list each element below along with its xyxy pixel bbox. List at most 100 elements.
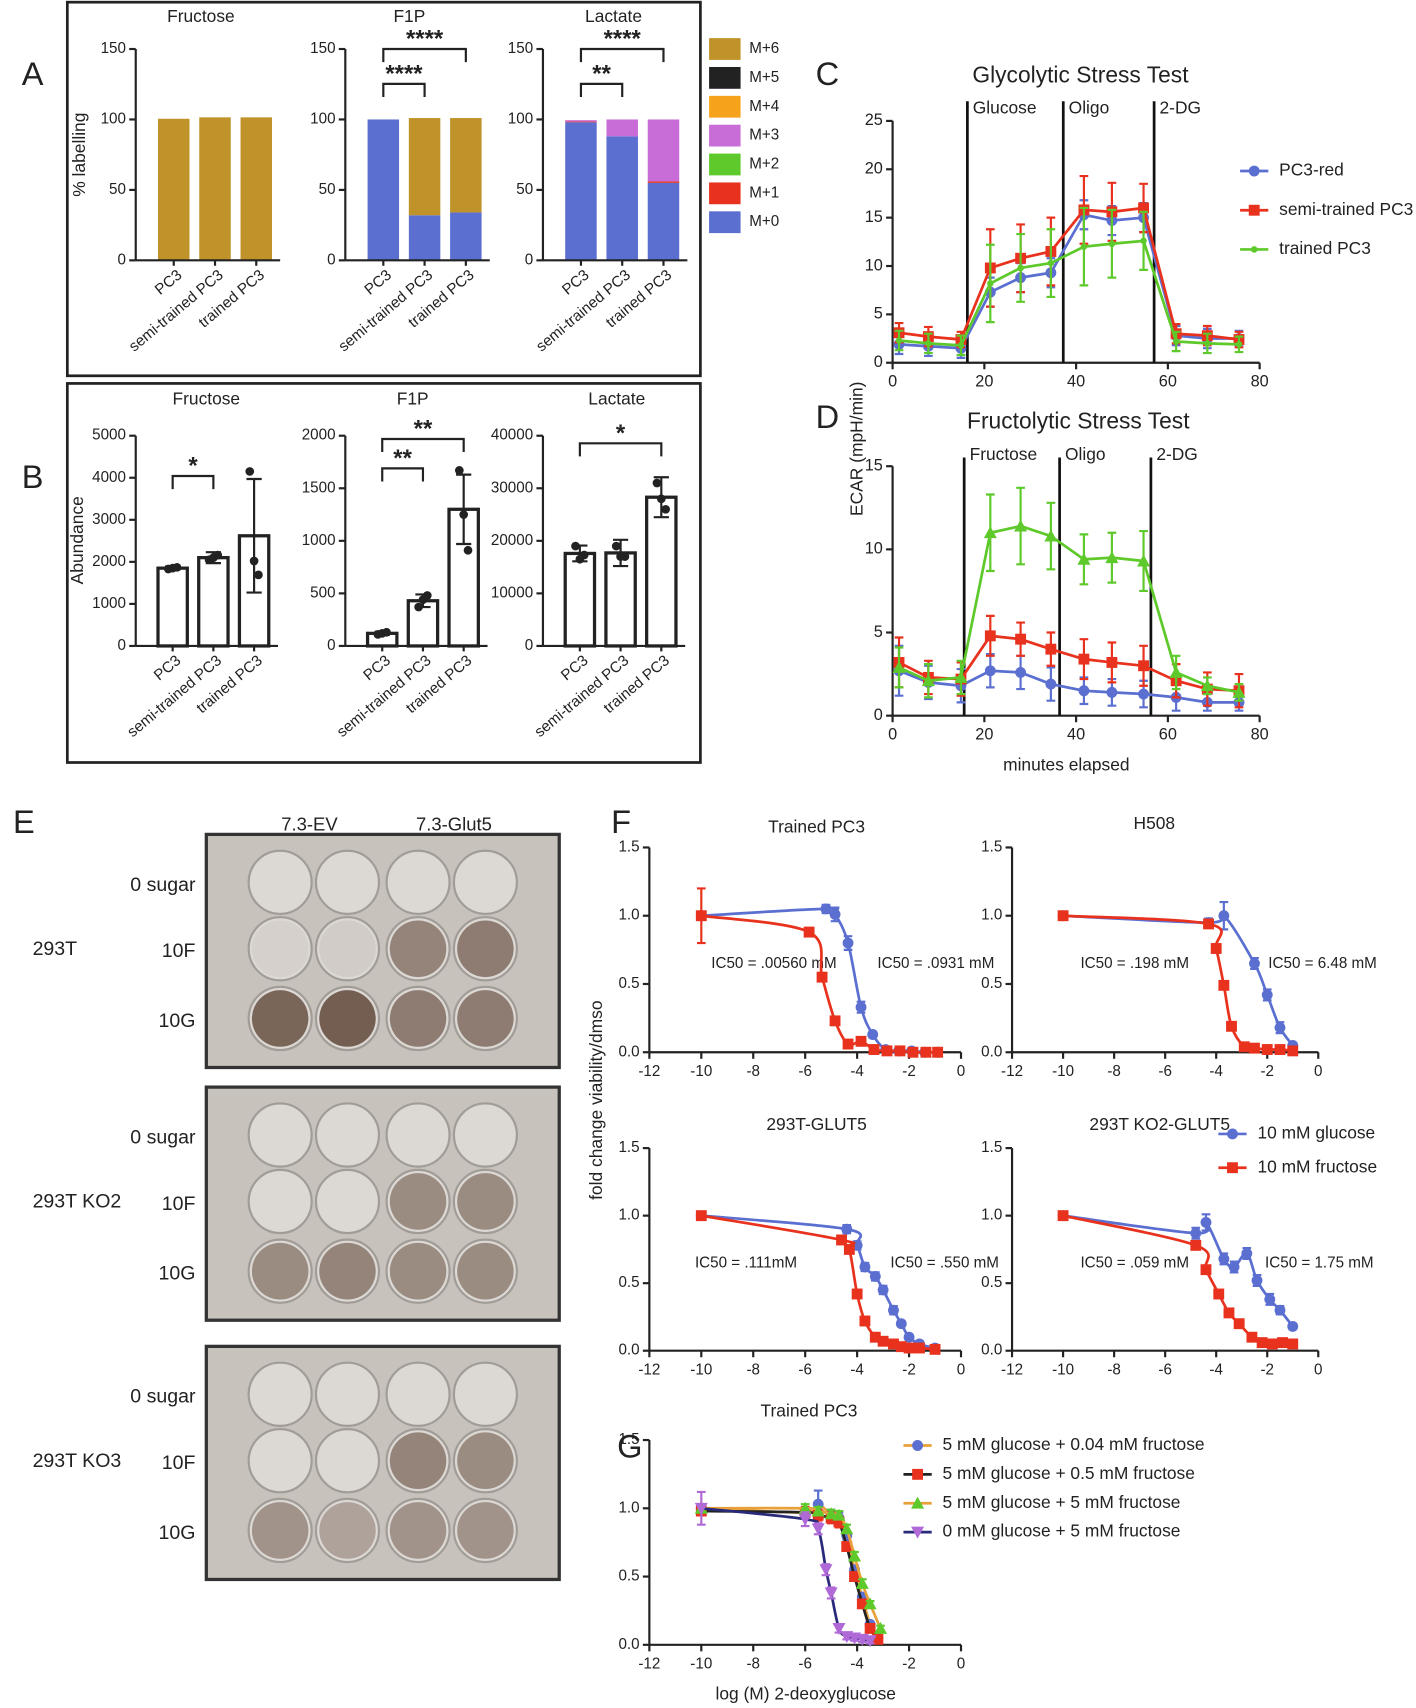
significance-label: **** [385,60,423,87]
y-tick-label: 2000 [92,553,126,570]
annotation: IC50 = .00560 mM [711,955,836,972]
marker [856,1598,868,1610]
y-tick-label: 0.0 [618,1636,639,1653]
panel-label: D [816,398,840,435]
x-tick-label: -2 [1260,1063,1274,1080]
x-tick-label: -2 [902,1063,916,1080]
series-line [1063,912,1294,1047]
marker [1138,688,1149,700]
legend-label: 5 mM glucose + 0.5 mM fructose [943,1463,1195,1483]
x-tick-label: -8 [1107,1063,1121,1080]
well-growth [389,1432,447,1490]
marker [1261,989,1273,1001]
marker [869,1270,881,1282]
marker [841,1223,853,1235]
x-tick-label: -6 [798,1655,812,1672]
annotation: IC50 = 1.75 mM [1265,1255,1374,1272]
well [247,849,313,915]
y-tick-label: 0 [525,637,533,654]
data-point [249,556,259,566]
y-tick-label: 0.5 [618,1274,639,1291]
marker [895,337,903,344]
marker [1228,1261,1240,1273]
y-axis-label: % labelling [69,113,89,197]
bar-segment [565,122,597,261]
legend-label: M+4 [749,98,780,115]
data-point [213,550,223,560]
y-tick-label: 1.0 [618,1499,639,1516]
x-tick-label: -12 [638,1655,660,1672]
data-point [454,466,464,475]
marker [895,1318,907,1330]
well [247,1361,313,1427]
legend-swatch [709,153,741,176]
x-tick-label: 0 [1314,1063,1322,1080]
x-axis-label: log (M) 2-deoxyglucose [715,1684,895,1704]
bar-segment [408,215,441,261]
marker [1277,1337,1288,1349]
x-tick-label: -8 [746,1655,760,1672]
well [247,1428,313,1494]
x-tick-label: 60 [1159,726,1177,744]
legend-marker [1250,246,1258,253]
legend-label: 0 mM glucose + 5 mM fructose [943,1521,1181,1541]
x-tick-label: -12 [638,1063,660,1080]
x-tick-label: 60 [1159,373,1177,391]
bar-segment [199,117,231,260]
well-growth [457,920,514,978]
marker [1249,958,1260,969]
cell-line-label: 293T [33,938,78,960]
y-tick-label: 15 [865,457,883,475]
marker [1015,633,1027,645]
marker [1047,259,1055,267]
legend-marker [911,1526,925,1539]
marker [1241,1248,1253,1259]
annotation: IC50 = .059 mM [1080,1255,1189,1272]
marker [877,1335,889,1347]
series-line [898,206,1240,341]
marker [1213,1288,1225,1300]
marker [864,1622,876,1634]
x-tick-label: -8 [746,1063,760,1080]
marker [1140,237,1147,245]
marker [925,340,932,347]
y-tick-label: 1000 [92,595,126,612]
marker [932,1046,944,1058]
well-growth [251,1242,309,1300]
y-tick-label: 1.5 [981,838,1002,855]
x-tick-label: 20 [975,726,993,744]
chart-title: Glycolytic Stress Test [972,61,1189,87]
chart-title: Trained PC3 [761,1400,858,1420]
x-tick-label: -4 [850,1063,864,1080]
well [385,1497,451,1564]
marker [1014,519,1028,532]
significance-label: ** [592,60,611,87]
marker [859,1315,871,1327]
x-tick-label: -4 [1209,1063,1223,1080]
marker [863,1597,877,1610]
marker [1200,1216,1212,1228]
event-label: Oligo [1065,444,1106,464]
y-tick-label: 10 [865,256,883,274]
marker [1218,910,1230,922]
marker [1264,1293,1276,1305]
marker [954,670,968,683]
legend-swatch [709,211,741,234]
marker [1233,1318,1245,1330]
y-tick-label: 100 [508,110,533,127]
marker [1078,685,1090,697]
data-point [620,552,630,561]
well [452,1102,518,1168]
well-growth [251,990,309,1047]
marker [873,1621,888,1634]
x-tick-label: -12 [1001,1361,1023,1378]
marker [1137,554,1151,567]
well-growth [457,990,514,1047]
significance-bracket [381,437,465,453]
marker [848,1549,862,1562]
marker [1204,340,1211,347]
y-tick-label: 4000 [92,469,126,486]
data-point [459,510,469,519]
well-growth [319,990,376,1047]
